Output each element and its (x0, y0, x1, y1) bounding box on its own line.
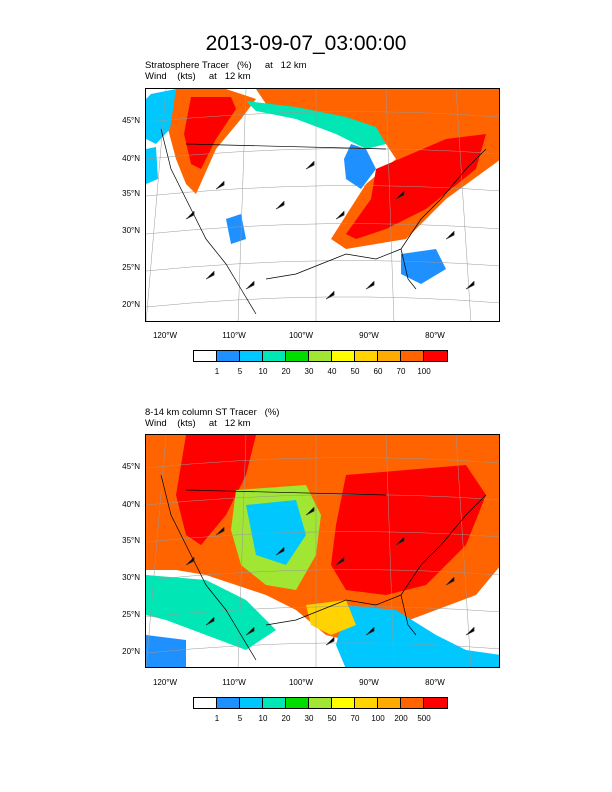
panel1-colorbar-label: 100 (417, 367, 431, 376)
panel1-colorbar-label: 30 (304, 367, 314, 376)
panel2-colorbar-label: 1 (214, 714, 220, 723)
panel2-colorbar-label: 10 (258, 714, 268, 723)
panel1-title-line2: Wind (kts) at 12 km (145, 71, 251, 82)
panel2-lon-label: 120°W (152, 678, 178, 687)
panel2-colorbar-label: 20 (281, 714, 291, 723)
panel2-colorbar-swatch (401, 698, 424, 708)
panel2-colorbar-label: 100 (371, 714, 385, 723)
panel2-lon-label: 110°W (222, 678, 246, 687)
panel2-field-red-west (176, 435, 256, 545)
panel2-lon-label: 90°W (359, 678, 379, 687)
panel1-colorbar-swatch (194, 351, 217, 361)
panel1-colorbar-label: 20 (281, 367, 291, 376)
panel1-colorbar-swatch (355, 351, 378, 361)
panel1-lat-label: 30°N (122, 226, 140, 235)
panel2-field-cyan-gulf (336, 605, 499, 667)
panel1-map-svg (146, 89, 499, 321)
panel2-coastlines (160, 474, 487, 661)
panel1-colorbar-swatch (424, 351, 447, 361)
panel1-lat-label: 35°N (122, 189, 140, 198)
panel2-colorbar-swatch (240, 698, 263, 708)
panel1-colorbar-label: 10 (258, 367, 268, 376)
panel2-lon-label: 80°W (425, 678, 445, 687)
panel2-lat-label: 20°N (122, 647, 140, 656)
panel2-field-green-sw (146, 575, 276, 650)
panel1-colorbar-label: 40 (327, 367, 337, 376)
panel1-lon-label: 120°W (152, 331, 178, 340)
panel1-colorbar-swatch (401, 351, 424, 361)
panel1-field-cyan-west (146, 89, 176, 144)
panel2-colorbar-label: 70 (350, 714, 360, 723)
panel1-colorbar-label: 1 (214, 367, 220, 376)
panel2-colorbar-label: 30 (304, 714, 314, 723)
panel1-map (145, 88, 500, 322)
panel2-lon-label: 100°W (288, 678, 314, 687)
panel1-colorbar-swatch (263, 351, 286, 361)
panel2-wind-barbs (185, 507, 475, 646)
figure-title: 2013-09-07_03:00:00 (205, 32, 407, 55)
panel2-lat-label: 30°N (122, 573, 140, 582)
panel2-colorbar-swatch (286, 698, 309, 708)
panel2-field-cyan-plains (246, 500, 306, 565)
panel1-colorbar-label: 50 (350, 367, 360, 376)
panel2-colorbar-swatch (217, 698, 240, 708)
panel1-colorbar-swatch (378, 351, 401, 361)
panel2-colorbar-label: 5 (237, 714, 243, 723)
panel1-field-blue-se (401, 249, 446, 284)
panel2-colorbar-swatch (263, 698, 286, 708)
panel1-field-core-west (184, 97, 236, 169)
panel2-lat-label: 45°N (122, 462, 140, 471)
panel1-lon-label: 100°W (288, 331, 314, 340)
panel1-colorbar-swatch (309, 351, 332, 361)
panel1-colorbar-swatch (332, 351, 355, 361)
panel2-lat-label: 35°N (122, 536, 140, 545)
panel2-colorbar-label: 50 (327, 714, 337, 723)
panel2-lat-label: 40°N (122, 500, 140, 509)
panel1-field-blue-sw (226, 214, 246, 244)
panel2-colorbar-swatch (194, 698, 217, 708)
panel1-lon-label: 80°W (425, 331, 445, 340)
panel1-field-red-north (256, 89, 499, 249)
panel2-colorbar (193, 697, 448, 709)
panel1-colorbar-swatch (286, 351, 309, 361)
panel1-lon-label: 110°W (222, 331, 246, 340)
panel2-colorbar-label: 200 (394, 714, 408, 723)
panel2-colorbar-swatch (424, 698, 447, 708)
panel2-graticule (146, 435, 499, 667)
panel1-coastlines (160, 128, 487, 315)
panel1-colorbar-swatch (240, 351, 263, 361)
panel2-lat-label: 25°N (122, 610, 140, 619)
panel1-lat-label: 40°N (122, 154, 140, 163)
panel1-colorbar (193, 350, 448, 362)
panel1-lat-label: 25°N (122, 263, 140, 272)
panel1-colorbar-label: 5 (237, 367, 243, 376)
panel2-map (145, 434, 500, 668)
panel2-field-blue-sw (146, 635, 186, 667)
panel1-colorbar-label: 60 (373, 367, 383, 376)
panel2-colorbar-swatch (309, 698, 332, 708)
panel1-field-cyan-edge (146, 147, 158, 184)
panel1-lon-label: 90°W (359, 331, 379, 340)
panel1-graticule (146, 89, 499, 321)
panel1-lat-label: 20°N (122, 300, 140, 309)
panel2-colorbar-swatch (332, 698, 355, 708)
panel1-wind-barbs (185, 161, 475, 300)
panel2-colorbar-swatch (378, 698, 401, 708)
panel2-field-red-east (331, 465, 486, 595)
panel2-colorbar-label: 500 (417, 714, 431, 723)
panel2-title-line1: 8-14 km column ST Tracer (%) (145, 407, 280, 418)
panel1-colorbar-label: 70 (396, 367, 406, 376)
panel2-map-svg (146, 435, 499, 667)
panel2-title-line2: Wind (kts) at 12 km (145, 418, 251, 429)
panel1-colorbar-swatch (217, 351, 240, 361)
panel2-colorbar-swatch (355, 698, 378, 708)
panel1-title-line1: Stratosphere Tracer (%) at 12 km (145, 60, 307, 71)
panel2-field-yellow-gulf (306, 600, 356, 635)
panel1-lat-label: 45°N (122, 116, 140, 125)
panel1-field-blue-lakes (344, 144, 376, 189)
